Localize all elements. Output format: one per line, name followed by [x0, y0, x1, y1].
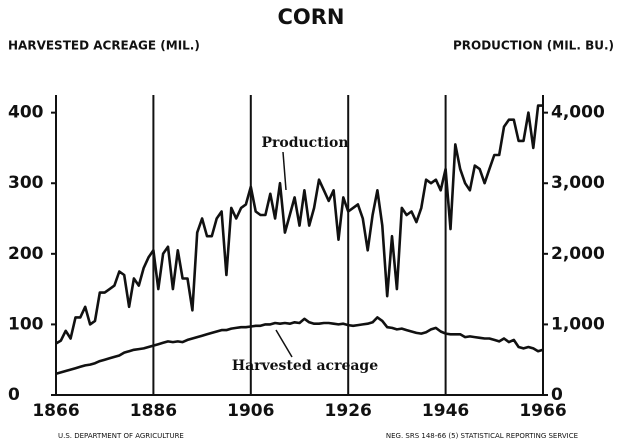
- x-tick-label: 1906: [227, 401, 274, 421]
- series-line: [55, 316, 544, 376]
- y-tick-label: 300: [8, 173, 44, 193]
- y2-tick-label: 3,000: [551, 173, 605, 193]
- x-tick-label: 1886: [130, 401, 177, 421]
- footer: NEG. SRS 148-66 (5) STATISTICAL REPORTIN…: [386, 432, 578, 440]
- x-tick-label: 1946: [422, 401, 469, 421]
- leader-line: [275, 329, 293, 358]
- chart-title: CORN: [277, 5, 344, 29]
- y2-tick-label: 4,000: [551, 103, 605, 123]
- y-tick-label: 400: [8, 103, 44, 123]
- y2-tick-label: 0: [551, 385, 563, 405]
- series-annotation: Production: [261, 135, 348, 151]
- leader-line: [282, 151, 287, 191]
- x-tick-label: 1866: [32, 401, 79, 421]
- y-tick-label: 100: [8, 314, 44, 334]
- y2-tick-label: 1,000: [551, 314, 605, 334]
- y-tick-label: 0: [8, 385, 20, 405]
- series-annotation: Harvested acreage: [232, 358, 378, 374]
- y-axis-label: HARVESTED ACREAGE (MIL.): [8, 39, 200, 53]
- x-tick-label: 1926: [325, 401, 372, 421]
- y2-axis-label: PRODUCTION (MIL. BU.): [453, 39, 614, 53]
- footer: U.S. DEPARTMENT OF AGRICULTURE: [58, 432, 184, 440]
- x-tick-label: 1966: [519, 401, 566, 421]
- series-line: [55, 104, 543, 345]
- y2-tick-label: 2,000: [551, 244, 605, 264]
- y-tick-label: 200: [8, 244, 44, 264]
